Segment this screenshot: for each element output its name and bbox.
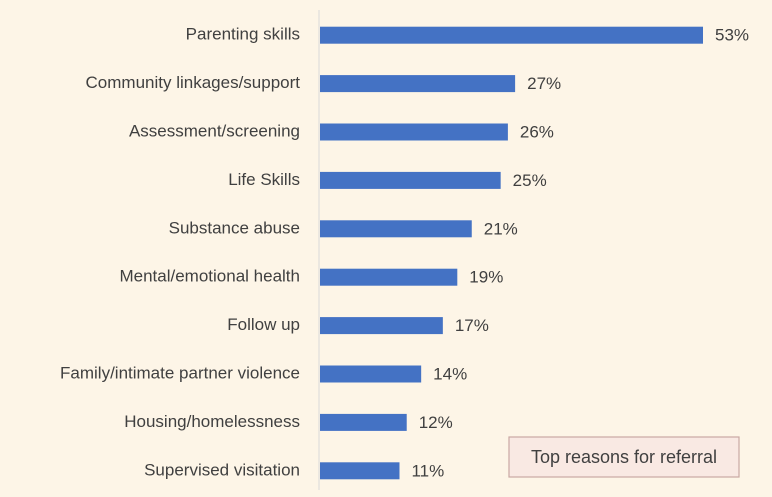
value-label: 25% xyxy=(513,171,547,190)
bar xyxy=(320,26,703,44)
category-label: Parenting skills xyxy=(186,25,300,44)
value-label: 27% xyxy=(527,74,561,93)
value-label: 19% xyxy=(469,268,503,287)
value-label: 14% xyxy=(433,364,467,383)
category-label: Family/intimate partner violence xyxy=(60,363,300,382)
value-label: 26% xyxy=(520,122,554,141)
bar xyxy=(320,171,501,189)
bar xyxy=(320,365,422,383)
bar xyxy=(320,123,508,141)
bar xyxy=(320,220,472,238)
bar xyxy=(320,268,458,286)
category-label: Supervised visitation xyxy=(144,460,300,479)
value-label: 11% xyxy=(411,461,444,480)
value-label: 12% xyxy=(419,413,453,432)
annotation: Top reasons for referral xyxy=(531,447,717,467)
category-label: Assessment/screening xyxy=(129,121,300,140)
value-label: 17% xyxy=(455,316,489,335)
category-label: Substance abuse xyxy=(169,218,300,237)
value-label: 53% xyxy=(715,26,749,45)
bar xyxy=(320,317,443,335)
category-label: Community linkages/support xyxy=(86,73,301,92)
value-label: 21% xyxy=(484,219,518,238)
category-label: Life Skills xyxy=(228,170,300,189)
category-label: Mental/emotional health xyxy=(119,267,300,286)
bar xyxy=(320,75,516,93)
category-label: Follow up xyxy=(227,315,300,334)
category-label: Housing/homelessness xyxy=(124,412,300,431)
annotation-box xyxy=(508,436,740,478)
bar xyxy=(320,413,407,431)
bar xyxy=(320,462,400,480)
